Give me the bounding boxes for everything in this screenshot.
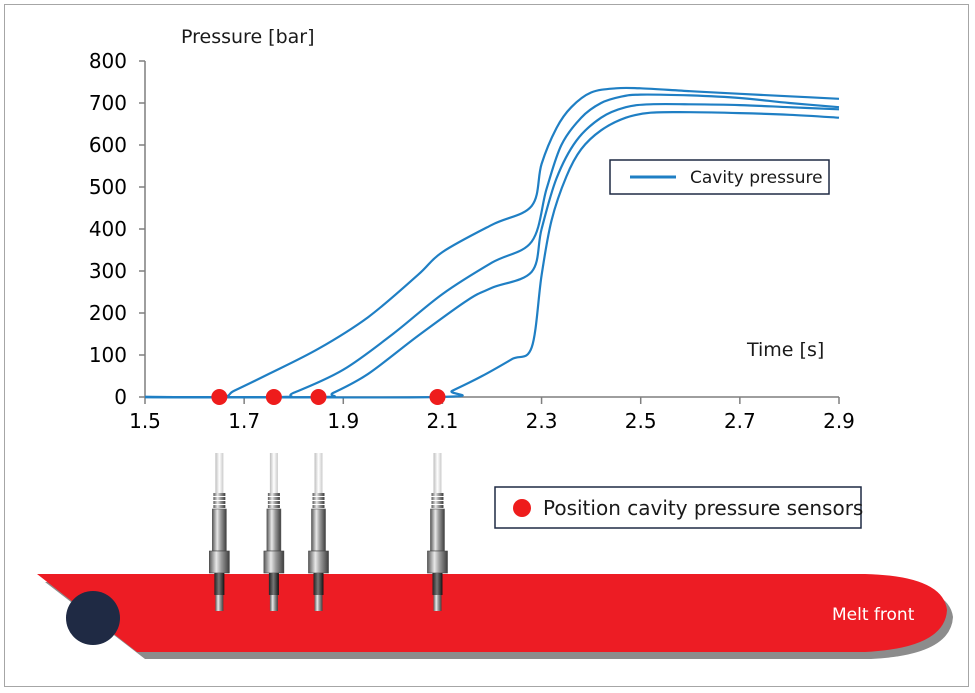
sensor-thread [312, 497, 325, 500]
sensor-thread [431, 501, 444, 504]
chart-frame: 800 700 600 500 400 300 200 100 0 1.5 1.7 1.9 2.1 2.… [4, 4, 969, 687]
sensor-thread [213, 493, 226, 496]
pressure-curve-4 [144, 111, 840, 399]
x-tick-label: 2.9 [823, 409, 855, 433]
sensor-4 [427, 453, 448, 611]
y-tick-label: 800 [89, 49, 127, 73]
sensor-nut [308, 550, 329, 574]
legend-label-cavity-pressure: Cavity pressure [690, 168, 823, 188]
x-tick-label: 1.7 [228, 409, 260, 433]
x-tick-label: 2.7 [724, 409, 756, 433]
sensor-position-dot-4 [429, 389, 446, 405]
sensor-body [212, 508, 227, 552]
sensor-tip [268, 573, 279, 595]
sensor-cable [215, 453, 224, 493]
legend-label-sensor-position: Position cavity pressure sensors [543, 496, 863, 520]
pressure-sensors [209, 453, 448, 611]
sensor-position-dot-3 [310, 389, 327, 405]
sensor-thread [431, 505, 444, 508]
sensor-cable [269, 453, 278, 493]
sensor-position-dot-1 [211, 389, 228, 405]
sensor-tip-end [269, 595, 278, 611]
sensor-thread [431, 493, 444, 496]
sensor-thread [213, 497, 226, 500]
sensor-nut [263, 550, 285, 574]
sensor-cable [433, 453, 442, 493]
x-tick-label: 1.9 [327, 409, 359, 433]
curves [144, 86, 840, 399]
sensor-thread [267, 501, 280, 504]
melt-front-illustration: Melt front [37, 574, 953, 659]
sensor-thread [312, 505, 325, 508]
melt-front-label: Melt front [832, 605, 915, 625]
sensor-nut [427, 550, 448, 574]
y-tick-label: 400 [89, 217, 127, 241]
sensor-tip-end [433, 595, 442, 611]
y-tick-label: 700 [89, 91, 127, 115]
y-tick-label: 300 [89, 259, 127, 283]
sensor-position-dot-2 [265, 389, 282, 405]
sensor-thread [312, 493, 325, 496]
y-tick-label: 600 [89, 133, 127, 157]
x-axis-title: Time [s] [746, 339, 824, 361]
sensor-thread [267, 497, 280, 500]
sensor-thread [213, 505, 226, 508]
sensor-body [430, 508, 445, 552]
legend-dot-swatch [513, 499, 531, 517]
sensor-thread [267, 505, 280, 508]
sensor-body [311, 508, 326, 552]
sensor-thread [213, 501, 226, 504]
x-tick-labels: 1.5 1.7 1.9 2.1 2.3 2.5 2.7 2.9 [129, 409, 855, 433]
y-tick-labels: 800 700 600 500 400 300 200 100 0 [89, 49, 127, 409]
sensor-cable [314, 453, 323, 493]
y-tick-label: 100 [89, 343, 127, 367]
sensor-tip-end [314, 595, 323, 611]
y-tick-label: 200 [89, 301, 127, 325]
legend-sensor-position: Position cavity pressure sensors [494, 486, 863, 529]
sensor-3 [308, 453, 329, 611]
sensor-nut [209, 550, 230, 574]
x-tick-label: 2.3 [526, 409, 558, 433]
legend-cavity-pressure: Cavity pressure [609, 159, 830, 195]
melt-front-body [37, 574, 947, 652]
x-tick-label: 2.5 [625, 409, 657, 433]
pressure-curve-3 [144, 102, 840, 399]
melt-front-dot [66, 591, 120, 645]
y-tick-label: 500 [89, 175, 127, 199]
sensor-tip [214, 573, 225, 595]
sensor-position-dots [211, 389, 446, 405]
sensor-body [266, 508, 282, 552]
sensor-thread [312, 501, 325, 504]
sensor-1 [209, 453, 230, 611]
y-axis-title: Pressure [bar] [181, 26, 315, 48]
pressure-curve-1 [144, 86, 840, 399]
pressure-curve-2 [144, 93, 840, 399]
sensor-tip [313, 573, 324, 595]
cavity-pressure-chart: 800 700 600 500 400 300 200 100 0 1.5 1.7 1.9 2.1 2.… [37, 26, 953, 659]
sensor-thread [267, 493, 280, 496]
x-tick-label: 1.5 [129, 409, 161, 433]
sensor-2 [263, 453, 285, 611]
y-tick-label: 0 [114, 385, 127, 409]
x-tick-label: 2.1 [427, 409, 459, 433]
sensor-tip-end [215, 595, 224, 611]
sensor-thread [431, 497, 444, 500]
sensor-tip [432, 573, 443, 595]
